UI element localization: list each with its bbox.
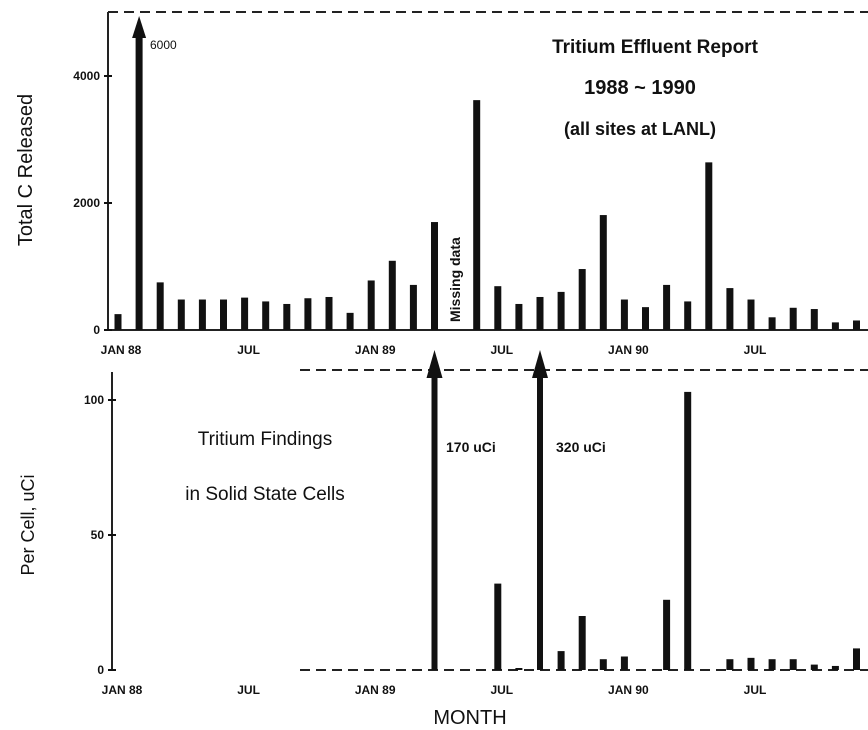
bottom-chart-title-1: Tritium Findings: [198, 429, 332, 450]
bar-bottom-30: [747, 657, 755, 670]
bottom-y-tick-label-2: 100: [84, 393, 104, 407]
top-x-tick-label-2: JAN 89: [355, 343, 396, 357]
top-panel-bars: [114, 16, 860, 330]
bar-top-31: [768, 317, 776, 330]
top-panel-y-ticks: 0 2000 4000: [73, 69, 112, 337]
bottom-y-axis-label: Per Cell, uCi: [18, 474, 38, 575]
bar-top-11: [346, 312, 354, 330]
bar-top-8: [283, 303, 291, 330]
bottom-x-tick-label-0: JAN 88: [102, 683, 143, 697]
bar-top-33: [810, 309, 818, 330]
bottom-x-tick-label-1: JUL: [237, 683, 260, 697]
top-chart-subtitle-2: (all sites at LANL): [564, 119, 716, 139]
bar-top-30: [747, 299, 755, 330]
bar-top-13: [388, 260, 396, 330]
bar-top-2: [156, 282, 164, 330]
top-x-tick-label-1: JUL: [237, 343, 260, 357]
top-panel: 0 2000 4000 JAN 88 JUL JAN 89 JUL JAN 90 JUL To…: [15, 11, 868, 357]
bar-bottom-18: [494, 583, 502, 670]
bar-top-1: [135, 34, 143, 330]
top-x-tick-label-3: JUL: [490, 343, 513, 357]
bottom-panel-bars: [426, 350, 860, 670]
bar-top-26: [663, 284, 671, 330]
bar-top-7: [262, 301, 270, 330]
bottom-x-tick-label-5: JUL: [744, 683, 767, 697]
bar-bottom-23: [599, 659, 607, 670]
bar-top-3: [177, 299, 185, 330]
bar-top-15: [431, 222, 438, 330]
bar-bottom-arrow-20: [532, 350, 548, 378]
bar-bottom-22: [578, 616, 586, 670]
bar-bottom-19: [515, 668, 523, 670]
x-axis-label: MONTH: [433, 707, 506, 729]
bar-bottom-20: [537, 372, 543, 670]
arrow-label-170: 170 uCi: [446, 439, 496, 455]
bar-top-12: [367, 280, 375, 330]
arrow-label-320: 320 uCi: [556, 439, 606, 455]
bar-top-arrow-1: [132, 16, 147, 38]
bar-top-21: [557, 291, 565, 330]
bar-top-23: [599, 215, 607, 330]
bar-top-34: [831, 322, 839, 330]
bottom-x-tick-label-2: JAN 89: [355, 683, 396, 697]
bar-top-19: [515, 303, 523, 330]
bar-top-29: [726, 288, 734, 330]
bar-top-14: [409, 284, 417, 330]
bar-top-9: [304, 298, 312, 330]
bar-bottom-24: [620, 656, 628, 670]
bar-top-0: [114, 314, 122, 330]
bar-top-20: [536, 296, 544, 330]
bottom-panel: 0 50 100 JAN 88 JUL JAN 89 JUL JAN 90 JUL Per C…: [18, 350, 868, 729]
bar-bottom-27: [684, 391, 692, 670]
top-x-tick-label-4: JAN 90: [608, 343, 649, 357]
top-chart-subtitle-1: 1988 ~ 1990: [584, 77, 696, 99]
bar-bottom-32: [789, 659, 797, 670]
bar-top-6: [241, 297, 249, 330]
bar-top-18: [494, 286, 502, 330]
bar-bottom-34: [831, 665, 839, 670]
bar-bottom-35: [853, 648, 860, 670]
bar-bottom-arrow-15: [426, 350, 443, 378]
top-chart-title: Tritium Effluent Report: [552, 37, 759, 58]
bar-top-5: [220, 299, 227, 330]
bar-bottom-29: [726, 659, 734, 670]
bar-top-24: [620, 299, 628, 330]
bar-top-22: [578, 269, 586, 330]
bar-bottom-26: [663, 599, 671, 670]
bar-top-17: [473, 100, 481, 330]
top-y-axis-label: Total C Released: [15, 94, 37, 246]
bottom-x-tick-label-4: JAN 90: [608, 683, 649, 697]
bar-top-28: [705, 162, 713, 330]
bar-top-32: [789, 307, 797, 330]
top-panel-x-ticks: JAN 88 JUL JAN 89 JUL JAN 90 JUL: [101, 343, 767, 357]
bar-top-4: [198, 299, 206, 330]
bottom-panel-x-ticks: JAN 88 JUL JAN 89 JUL JAN 90 JUL: [102, 683, 767, 697]
top-y-tick-label-2: 4000: [73, 69, 100, 83]
bar-top-27: [684, 301, 692, 330]
bar-top-10: [325, 296, 333, 330]
top-x-tick-label-5: JUL: [744, 343, 767, 357]
bottom-panel-y-ticks: 0 50 100: [84, 393, 116, 677]
bar-bottom-21: [557, 651, 565, 670]
bar-bottom-31: [768, 659, 776, 670]
bottom-y-tick-label-1: 50: [91, 528, 105, 542]
top-y-tick-label-0: 0: [93, 323, 100, 337]
off-scale-label-6000: 6000: [150, 38, 177, 52]
bar-bottom-15: [431, 372, 438, 670]
bar-top-25: [642, 307, 649, 330]
top-y-tick-label-1: 2000: [73, 196, 100, 210]
missing-data-label: Missing data: [447, 237, 463, 322]
bar-top-35: [853, 320, 860, 330]
bottom-x-tick-label-3: JUL: [490, 683, 513, 697]
top-x-tick-label-0: JAN 88: [101, 343, 142, 357]
bar-bottom-33: [810, 664, 818, 670]
bottom-y-tick-label-0: 0: [97, 663, 104, 677]
bottom-chart-title-2: in Solid State Cells: [185, 484, 344, 505]
